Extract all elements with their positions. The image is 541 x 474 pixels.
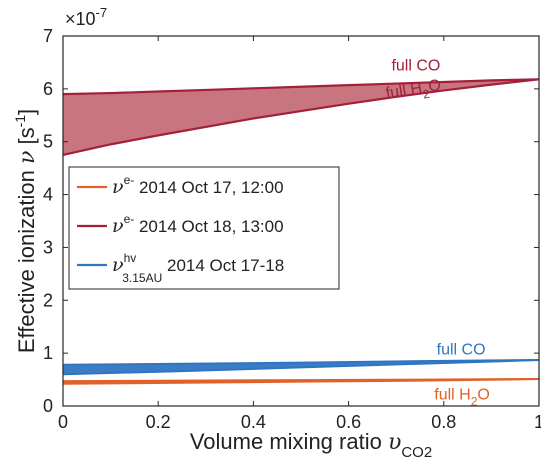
y-axis-label: Effective ionization ν [s-1] <box>12 109 40 353</box>
band-upper-line-hv <box>62 359 540 366</box>
annotation-oct18: full H2O <box>385 77 443 107</box>
legend-box <box>68 166 340 290</box>
y-tick-label: 4 <box>43 185 53 205</box>
x-axis-label: Volume mixing ratio υCO2 <box>190 429 432 461</box>
x-tick-label: 1 <box>534 412 541 432</box>
y-tick-label: 6 <box>43 79 53 99</box>
exponent-power: -7 <box>96 5 108 20</box>
axes-box <box>62 35 540 407</box>
annotation-oct17: full H2O <box>434 387 490 409</box>
annotation-main: full H <box>434 387 470 404</box>
band-lower-line-oct18 <box>62 78 540 157</box>
legend-sup: e- <box>124 173 135 187</box>
band-lower-line-oct17 <box>62 378 540 385</box>
band-lines <box>62 78 540 385</box>
legend-symbol: ν <box>112 215 124 237</box>
x-label-main: Volume mixing ratio <box>190 429 388 454</box>
legend-entry-oct18: νe- 2014 Oct 18, 13:00 <box>112 212 284 237</box>
legend-entry-oct17: νe- 2014 Oct 17, 12:00 <box>112 173 284 198</box>
legend-sub: 3.15AU <box>122 271 162 285</box>
legend-label: 2014 Oct 17, 12:00 <box>134 178 283 197</box>
y-label-unit-open: [s <box>14 127 39 150</box>
annotation-tail: O <box>477 387 489 404</box>
x-label-symbol: υ <box>388 430 401 455</box>
x-label-sub: CO2 <box>401 444 432 461</box>
band-upper-line-oct18 <box>62 78 540 96</box>
annotation-sub: 2 <box>422 87 431 102</box>
legend-symbol: ν <box>112 176 124 198</box>
x-tick-label: 0.6 <box>336 412 361 432</box>
axis-labels: Volume mixing ratio υCO2 Effective ioniza… <box>12 109 432 461</box>
annotation-tail: O <box>427 77 442 96</box>
legend-entry-hv: νhv 3.15AU 2014 Oct 17-18 <box>112 251 284 285</box>
y-tick-label: 0 <box>43 396 53 416</box>
y-label-unit-exp: -1 <box>12 115 28 128</box>
x-tick-label: 0.2 <box>146 412 171 432</box>
y-tick-label: 2 <box>43 290 53 310</box>
legend-symbol: ν <box>112 254 124 276</box>
x-tick-label: 0 <box>58 412 68 432</box>
annotation-oct18: full CO <box>391 57 440 74</box>
y-tick-label: 1 <box>43 343 53 363</box>
annotation-hv: full CO <box>437 342 486 359</box>
x-tick-label: 0.4 <box>241 412 266 432</box>
y-label-main: Effective ionization <box>14 164 39 353</box>
legend-label: 2014 Oct 17-18 <box>162 256 284 275</box>
annotation-sub: 2 <box>471 395 478 409</box>
band-fill-oct18 <box>63 79 539 155</box>
annotation-main: full CO <box>437 342 486 359</box>
band-lower-line-hv <box>62 359 540 376</box>
annotation-main: full CO <box>391 57 440 74</box>
y-label-symbol: ν <box>15 151 40 164</box>
legend-sup: hv <box>124 251 137 265</box>
annotation-main: full H <box>385 80 424 102</box>
legend-sup: e- <box>124 212 135 226</box>
y-tick-label: 3 <box>43 237 53 257</box>
y-exponent-label: ×10-7 <box>65 5 107 29</box>
y-tick-label: 7 <box>43 26 53 46</box>
exponent-base: ×10 <box>65 9 96 29</box>
legend-label: 2014 Oct 18, 13:00 <box>134 217 283 236</box>
x-tick-label: 0.8 <box>431 412 456 432</box>
axes: 0 0.2 0.4 0.6 0.8 1 0 1 2 3 4 5 6 7 ×10-7 <box>43 5 541 432</box>
y-label-unit-close: ] <box>14 109 39 115</box>
y-tick-label: 5 <box>43 132 53 152</box>
